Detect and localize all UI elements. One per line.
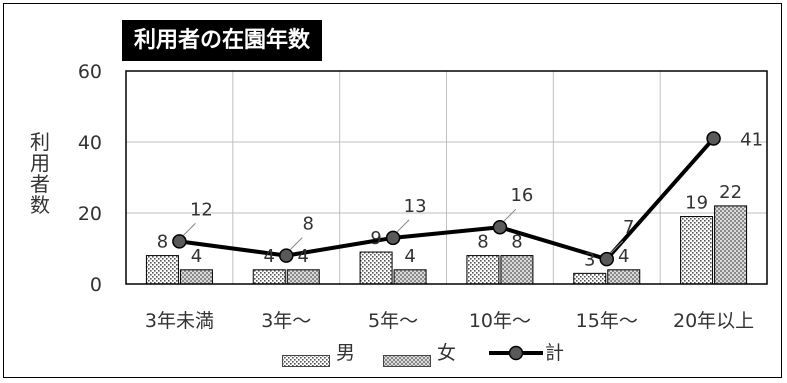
x-tick-label: 3年未満 <box>145 310 214 332</box>
bar-female <box>286 269 320 285</box>
y-axis-label-char: 数 <box>30 193 50 217</box>
y-tick-label: 60 <box>78 61 102 83</box>
legend-swatch-female <box>383 346 431 367</box>
total-point <box>172 234 187 249</box>
x-tick-label: 5年〜 <box>368 310 418 332</box>
legend-swatch-rect <box>383 355 431 367</box>
data-label-leader <box>610 240 624 254</box>
axis-layer: 0 20 40 60 3年未満 3年〜 5年〜 10年〜 15年〜 20年以上 <box>78 61 768 332</box>
data-label-leader <box>289 237 303 250</box>
chart-frame <box>3 3 782 378</box>
total-value-label: 12 <box>190 199 213 220</box>
total-value-label: 16 <box>510 185 533 206</box>
y-axis-label-char: 者 <box>30 172 50 196</box>
bar-female <box>179 269 213 285</box>
y-tick-label: 20 <box>78 203 102 225</box>
bar-male <box>252 269 286 285</box>
legend-swatch-pattern <box>282 355 330 367</box>
bar-value-label-male: 4 <box>264 246 275 267</box>
bar-value-label-male: 8 <box>157 232 168 253</box>
bar-value-label-male: 19 <box>685 193 708 214</box>
plot-area-border <box>125 70 768 285</box>
x-tick-label: 20年以上 <box>673 310 754 332</box>
bars-layer <box>145 205 748 285</box>
legend-swatch-male <box>282 346 330 367</box>
bar-value-label-male: 3 <box>584 249 595 270</box>
data-label-leader <box>503 208 517 222</box>
legend-label-female: 女 <box>437 342 457 364</box>
labels-layer: 8 4 9 8 3 19 4 4 4 8 4 22 12 8 13 16 7 41 <box>157 129 763 270</box>
bar-value-label-female: 4 <box>404 246 415 267</box>
line-layer <box>172 131 721 267</box>
legend-swatch-rect <box>282 355 330 367</box>
y-axis-label-char: 用 <box>30 151 50 175</box>
bar-value-label-male: 9 <box>370 228 381 249</box>
legend-line-icon <box>489 345 543 361</box>
bar-value-label-female: 4 <box>298 246 309 267</box>
y-tick-label: 40 <box>78 132 102 154</box>
x-tick-label: 3年〜 <box>261 310 311 332</box>
bar-value-label-female: 8 <box>511 232 522 253</box>
x-tick-label: 15年〜 <box>576 310 638 332</box>
y-axis-label-char: 利 <box>30 130 50 154</box>
bar-female <box>714 205 748 285</box>
bar-male <box>573 272 607 285</box>
data-label-leader <box>183 223 196 236</box>
legend-swatch-pattern <box>383 355 431 367</box>
legend-label-total: 計 <box>545 342 565 364</box>
bar-female <box>393 269 427 285</box>
bar-male <box>359 251 393 285</box>
bar-male <box>145 255 179 285</box>
total-point <box>706 131 721 146</box>
y-axis-label: 利 用 者 数 <box>28 132 52 216</box>
x-tick-label: 10年〜 <box>469 310 531 332</box>
total-line <box>179 137 716 262</box>
total-value-label: 41 <box>740 129 763 150</box>
total-point <box>279 248 294 263</box>
grid-layer <box>126 70 767 284</box>
bar-value-label-female: 4 <box>191 246 202 267</box>
bar-value-label-female: 4 <box>618 246 629 267</box>
bar-female <box>607 269 641 285</box>
bar-male <box>680 216 714 285</box>
bar-value-label-female: 22 <box>719 182 742 203</box>
total-value-label: 7 <box>623 217 634 238</box>
total-point <box>385 230 401 246</box>
total-point <box>599 251 614 267</box>
bar-value-label-male: 8 <box>477 232 488 253</box>
legend: 男 女 計 <box>0 338 787 368</box>
legend-label-male: 男 <box>336 342 356 364</box>
data-label-leader <box>396 219 410 233</box>
total-value-label: 13 <box>404 196 427 217</box>
total-point <box>492 219 508 235</box>
total-value-label: 8 <box>303 214 314 235</box>
y-tick-label: 0 <box>90 274 102 296</box>
bar-female <box>500 255 534 285</box>
chart-title: 利用者の在園年数 <box>122 20 323 61</box>
bar-male <box>466 255 500 285</box>
